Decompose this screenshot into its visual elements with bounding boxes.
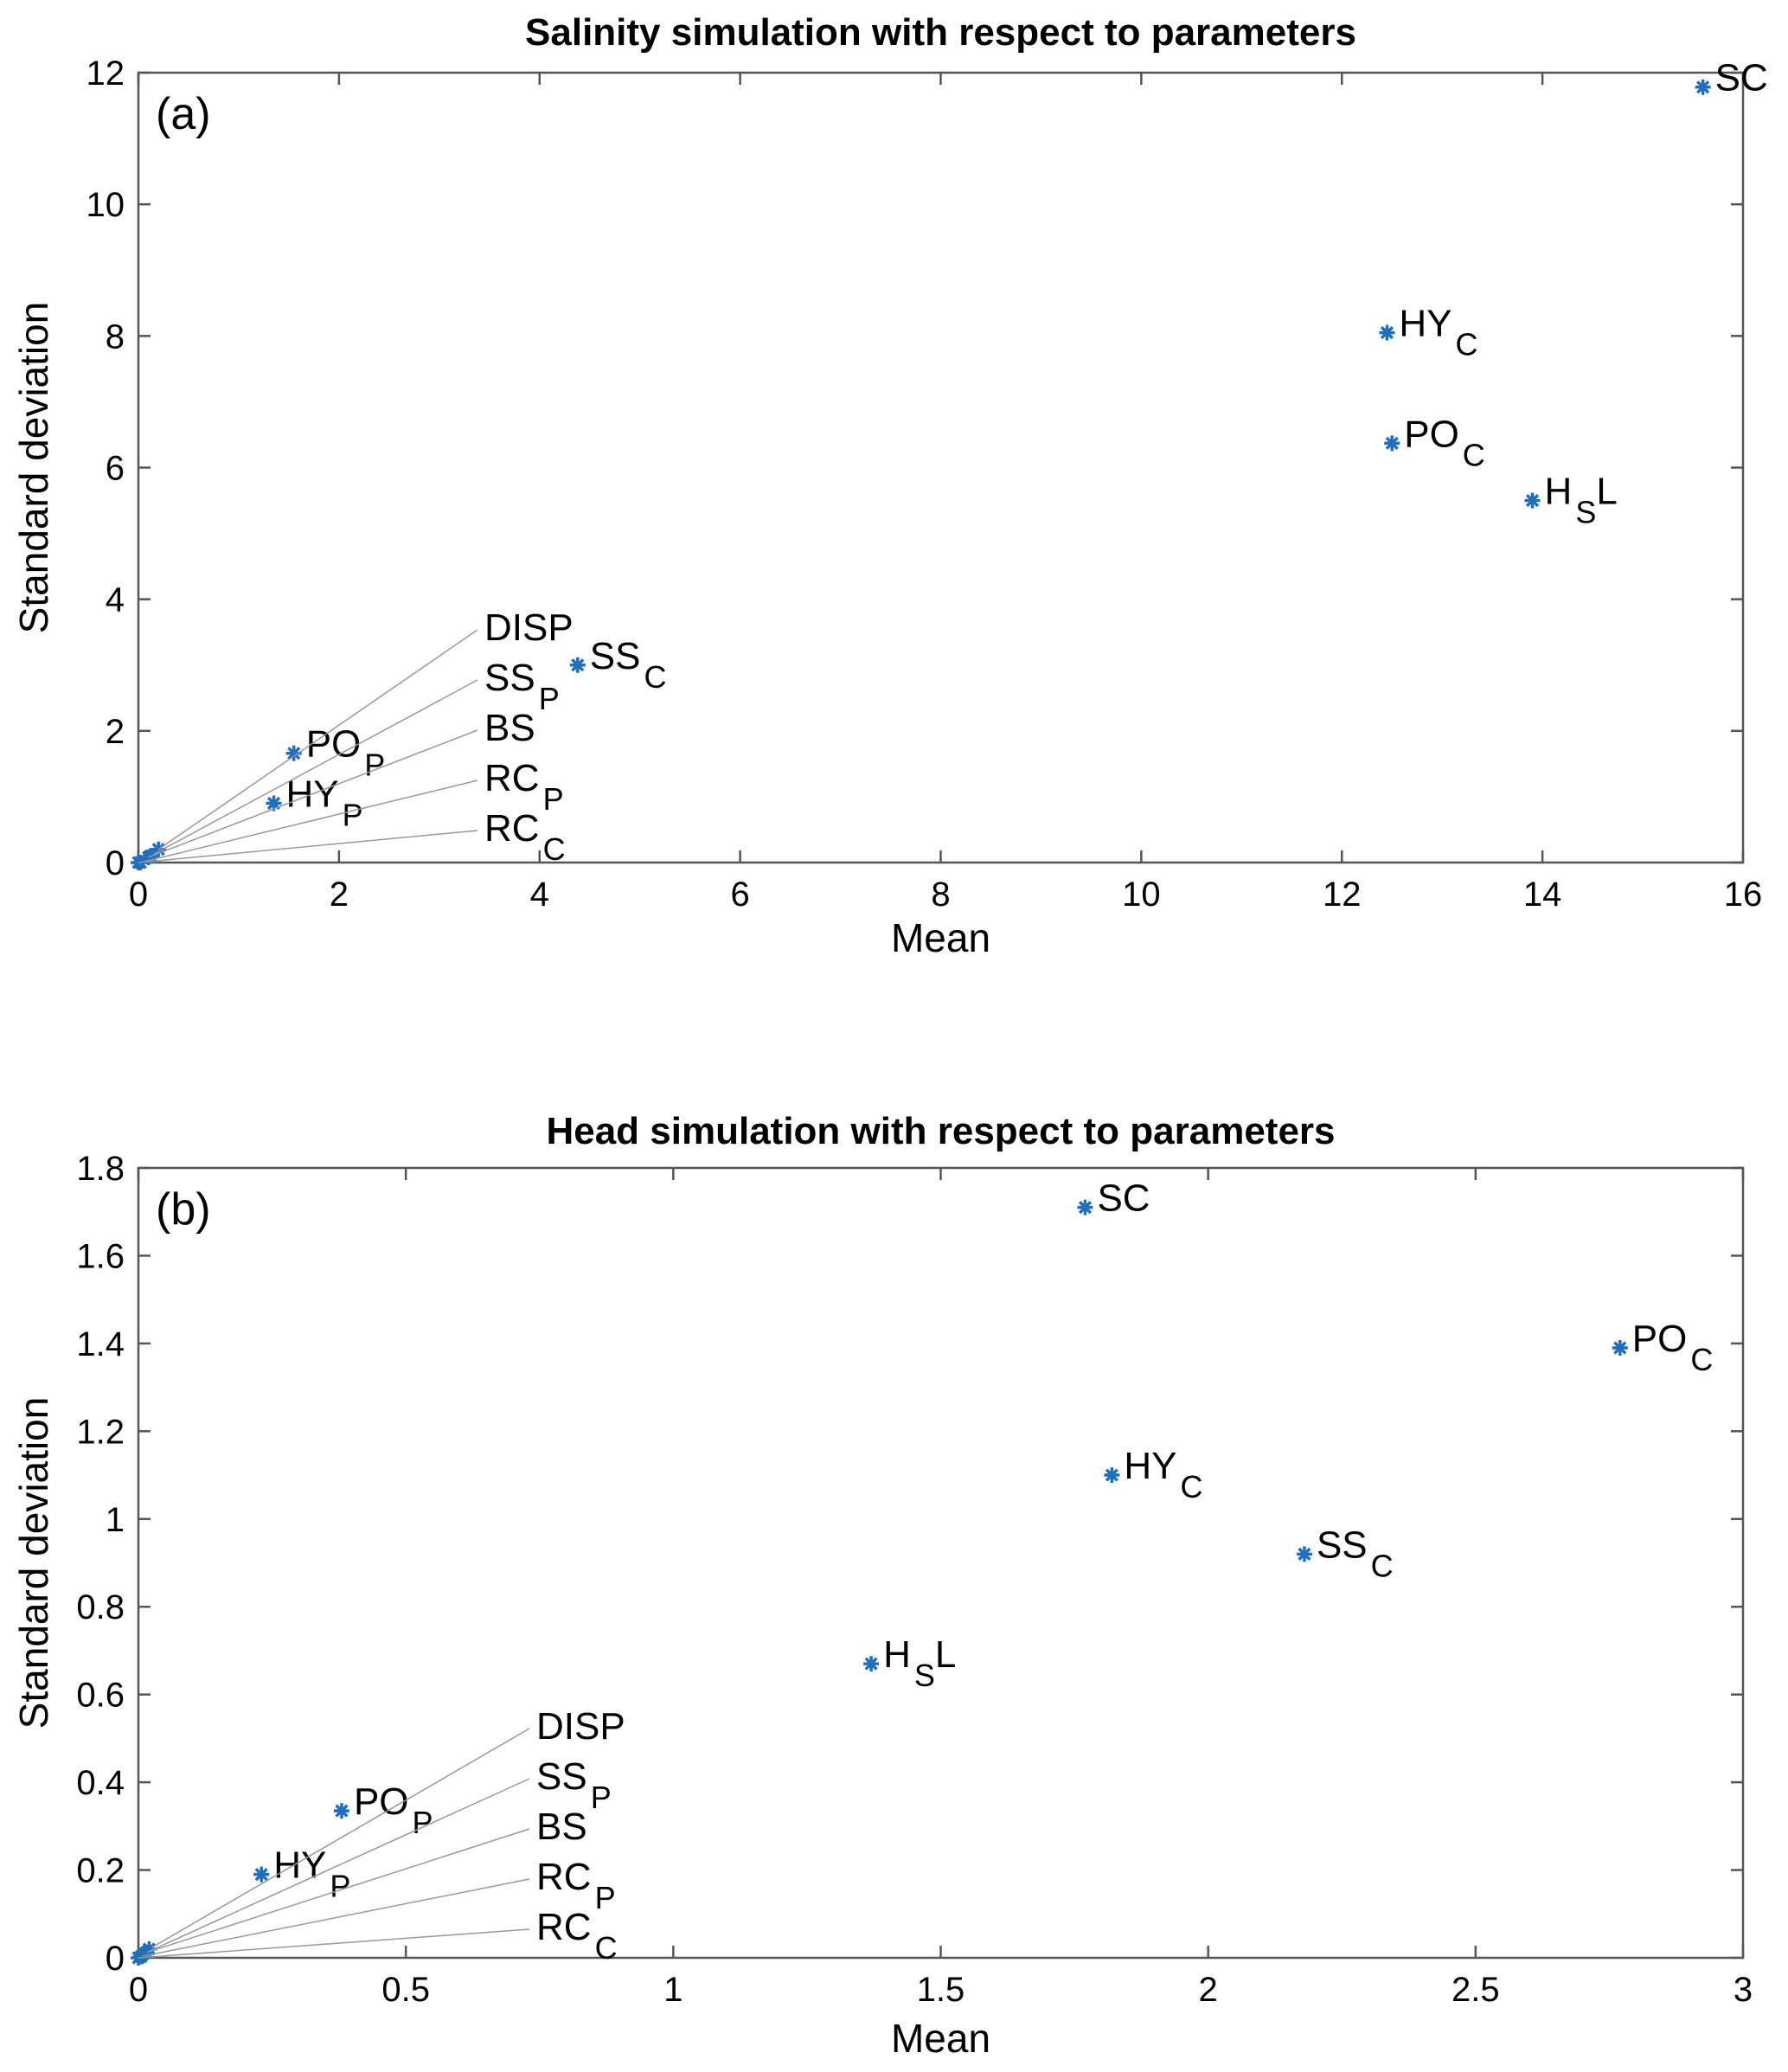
data-point-label: SC bbox=[1097, 1177, 1150, 1220]
x-tick-label: 14 bbox=[1523, 876, 1562, 914]
data-point-label: RC C bbox=[536, 1906, 618, 1966]
data-point-marker bbox=[1612, 1339, 1628, 1356]
y-tick-label: 0.8 bbox=[76, 1588, 125, 1626]
data-point-label: RC P bbox=[484, 757, 564, 817]
x-tick-label: 0 bbox=[129, 876, 148, 914]
y-tick-label: 12 bbox=[87, 55, 125, 93]
y-tick-label: 1.6 bbox=[76, 1237, 125, 1275]
data-point-label: BS bbox=[536, 1806, 587, 1848]
data-point-label: HY C bbox=[1124, 1445, 1202, 1504]
y-tick-label: 0.6 bbox=[76, 1677, 125, 1715]
panel-label: (b) bbox=[156, 1184, 211, 1235]
label-leader-line bbox=[157, 629, 478, 850]
label-leader-line bbox=[138, 1928, 530, 1959]
y-tick-label: 0 bbox=[106, 844, 125, 882]
label-leader-line bbox=[150, 679, 478, 857]
y-tick-label: 1.4 bbox=[76, 1325, 125, 1363]
x-tick-label: 1 bbox=[663, 1971, 683, 2009]
data-point-label: DISP bbox=[536, 1705, 625, 1748]
data-point-label: SC bbox=[1715, 57, 1768, 99]
data-point-label: RC C bbox=[484, 807, 566, 867]
data-point-marker bbox=[863, 1656, 880, 1672]
y-tick-label: 8 bbox=[106, 318, 125, 356]
x-tick-label: 12 bbox=[1323, 876, 1362, 914]
chart-panel-a: Salinity simulation with respect to para… bbox=[11, 11, 1768, 960]
panel-label: (a) bbox=[156, 89, 211, 139]
data-point-label: PO C bbox=[1632, 1318, 1714, 1377]
axes-box bbox=[137, 1166, 1745, 1960]
label-leader-line bbox=[140, 779, 478, 863]
y-tick-label: 1.2 bbox=[76, 1413, 125, 1451]
y-tick-label: 10 bbox=[87, 186, 125, 224]
x-tick-label: 16 bbox=[1724, 876, 1763, 914]
x-tick-label: 3 bbox=[1734, 1971, 1753, 2009]
x-tick-label: 8 bbox=[931, 876, 950, 914]
label-leader-line bbox=[140, 1878, 530, 1958]
data-point-label: H SL bbox=[883, 1633, 956, 1693]
data-point-label: HYP bbox=[286, 773, 363, 833]
data-point-marker bbox=[1104, 1467, 1120, 1484]
data-point-label: PO C bbox=[1404, 413, 1485, 472]
y-tick-label: 0.2 bbox=[76, 1852, 125, 1890]
x-tick-label: 2 bbox=[330, 876, 349, 914]
data-point-label: RC P bbox=[536, 1856, 616, 1915]
y-tick-label: 2 bbox=[106, 713, 125, 751]
y-tick-label: 0 bbox=[106, 1940, 125, 1978]
x-tick-label: 4 bbox=[530, 876, 549, 914]
y-axis-label: Standard deviation bbox=[11, 302, 56, 634]
data-point-label: PO P bbox=[306, 723, 386, 783]
axes-box bbox=[137, 71, 1745, 864]
data-point-label: SS P bbox=[484, 657, 560, 716]
data-point-marker bbox=[569, 657, 586, 673]
label-leader-line bbox=[143, 1828, 530, 1954]
chart-panel-b: Head simulation with respect to paramete… bbox=[11, 1110, 1753, 2061]
data-point-marker bbox=[1296, 1546, 1312, 1562]
y-tick-label: 1.8 bbox=[76, 1150, 125, 1188]
data-point-marker bbox=[1379, 324, 1395, 341]
x-tick-label: 2 bbox=[1199, 1971, 1218, 2009]
data-point-label: BS bbox=[484, 707, 535, 749]
y-tick-label: 1 bbox=[106, 1501, 125, 1539]
data-point-marker bbox=[333, 1803, 349, 1819]
data-point-marker bbox=[1077, 1199, 1093, 1216]
data-point-label: HY C bbox=[1399, 303, 1477, 362]
data-point-marker bbox=[285, 745, 302, 761]
x-tick-label: 6 bbox=[731, 876, 750, 914]
x-tick-label: 10 bbox=[1122, 876, 1161, 914]
y-axis-label: Standard deviation bbox=[11, 1397, 56, 1729]
label-leader-line bbox=[148, 1728, 530, 1950]
y-tick-label: 0.4 bbox=[76, 1764, 125, 1802]
x-tick-label: 0.5 bbox=[381, 1971, 430, 2009]
data-point-label: SS C bbox=[1317, 1524, 1394, 1583]
chart-title: Salinity simulation with respect to para… bbox=[525, 11, 1356, 54]
data-point-label: PO P bbox=[354, 1780, 433, 1840]
data-point-label: H SL bbox=[1545, 471, 1618, 530]
y-tick-label: 4 bbox=[106, 581, 125, 619]
data-point-label: SS P bbox=[536, 1755, 612, 1815]
data-point-marker bbox=[1524, 492, 1541, 509]
label-leader-line bbox=[138, 830, 478, 863]
x-axis-label: Mean bbox=[891, 915, 990, 960]
data-point-label: SS C bbox=[590, 635, 667, 695]
data-point-marker bbox=[253, 1866, 270, 1883]
data-point-marker bbox=[1695, 79, 1711, 95]
x-tick-label: 0 bbox=[129, 1971, 148, 2009]
data-point-label: DISP bbox=[484, 606, 574, 649]
y-tick-label: 6 bbox=[106, 450, 125, 488]
x-axis-label: Mean bbox=[891, 2016, 990, 2061]
x-tick-label: 1.5 bbox=[917, 1971, 965, 2009]
x-tick-label: 2.5 bbox=[1452, 1971, 1500, 2009]
label-leader-line bbox=[148, 729, 478, 858]
label-leader-line bbox=[145, 1778, 530, 1953]
data-point-marker bbox=[1384, 435, 1400, 452]
chart-title: Head simulation with respect to paramete… bbox=[546, 1110, 1335, 1152]
